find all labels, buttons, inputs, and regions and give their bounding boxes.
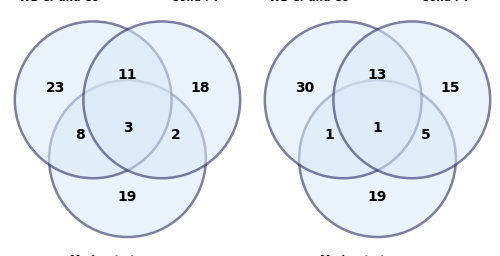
Text: 19: 19: [118, 190, 137, 204]
Text: 30: 30: [296, 81, 315, 94]
Text: Moderate to severe
g. minimus atrophy: Moderate to severe g. minimus atrophy: [70, 255, 185, 256]
Circle shape: [15, 22, 172, 178]
Text: 8: 8: [75, 128, 85, 142]
Text: 2: 2: [170, 128, 180, 142]
Text: 15: 15: [440, 81, 460, 94]
Text: Elevated
WB Cr and Co: Elevated WB Cr and Co: [19, 0, 99, 3]
Circle shape: [49, 80, 206, 237]
Text: 1: 1: [325, 128, 334, 142]
Text: 1: 1: [372, 121, 382, 135]
Circle shape: [84, 22, 240, 178]
Text: 13: 13: [368, 68, 387, 82]
Text: Elevated
WB Cr and Co: Elevated WB Cr and Co: [269, 0, 349, 3]
Text: 23: 23: [46, 81, 65, 94]
Text: Mixed or
solid PT: Mixed or solid PT: [170, 0, 222, 3]
Circle shape: [265, 22, 422, 178]
Text: 3: 3: [122, 121, 132, 135]
Circle shape: [334, 22, 490, 178]
Text: 19: 19: [368, 190, 387, 204]
Circle shape: [299, 80, 456, 237]
Text: 5: 5: [420, 128, 430, 142]
Text: Mixed or
solid PT: Mixed or solid PT: [420, 0, 472, 3]
Text: Moderate to severe
g. medius atrophy: Moderate to severe g. medius atrophy: [320, 255, 435, 256]
Text: 11: 11: [118, 68, 137, 82]
Text: 18: 18: [190, 81, 210, 94]
